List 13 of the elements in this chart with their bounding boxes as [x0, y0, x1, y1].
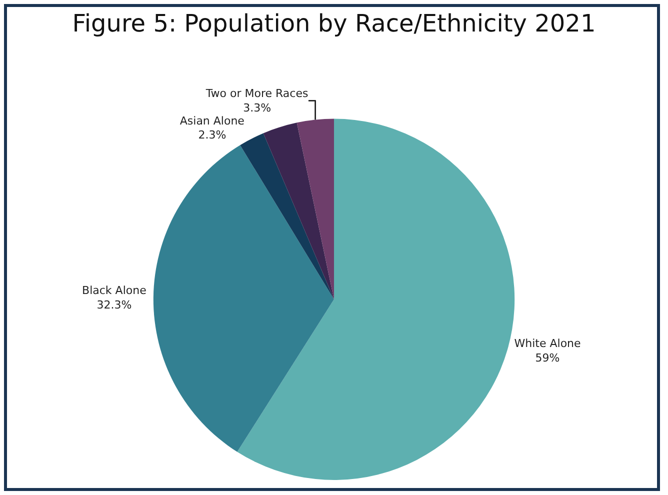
data-label: 3.3%	[243, 101, 272, 114]
slice-label: White Alone	[514, 337, 582, 350]
slice-label: Black Alone	[82, 284, 147, 298]
chart-title: Figure 5: Population by Race/Ethnicity 2021	[72, 10, 596, 38]
pie-slice	[240, 133, 334, 300]
data-label: 2.3%	[198, 128, 226, 142]
data-label: 32.3%	[96, 298, 132, 312]
pie-slice	[296, 118, 334, 300]
pie-slice	[153, 145, 334, 452]
slice-label: Asian Alone	[180, 114, 245, 128]
pie-slice	[263, 122, 334, 300]
data-label: 59%	[535, 352, 560, 364]
slice-label: Two or More Races	[204, 86, 308, 100]
